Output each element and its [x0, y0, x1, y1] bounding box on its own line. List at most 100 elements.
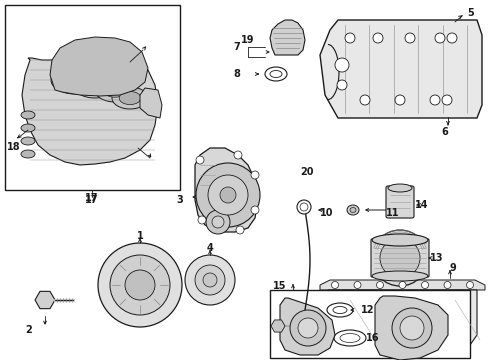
Circle shape: [196, 163, 260, 227]
Text: 18: 18: [7, 142, 21, 152]
Circle shape: [345, 33, 354, 43]
Text: 8: 8: [233, 69, 240, 79]
Circle shape: [376, 282, 383, 288]
Ellipse shape: [51, 66, 99, 94]
Polygon shape: [140, 88, 162, 118]
Circle shape: [207, 175, 247, 215]
Ellipse shape: [346, 205, 358, 215]
Text: 17: 17: [85, 193, 99, 203]
Circle shape: [394, 95, 404, 105]
Polygon shape: [280, 298, 334, 355]
Ellipse shape: [21, 111, 35, 119]
Circle shape: [398, 282, 405, 288]
Ellipse shape: [21, 124, 35, 132]
Circle shape: [466, 282, 472, 288]
Polygon shape: [269, 20, 305, 55]
Ellipse shape: [95, 78, 135, 102]
Text: 5: 5: [467, 8, 473, 18]
Circle shape: [334, 58, 348, 72]
Text: 14: 14: [414, 200, 428, 210]
Circle shape: [379, 238, 419, 278]
Ellipse shape: [371, 234, 427, 246]
Text: 6: 6: [441, 127, 447, 137]
Text: 3: 3: [176, 195, 183, 205]
Text: 12: 12: [361, 305, 374, 315]
Ellipse shape: [21, 150, 35, 158]
Circle shape: [234, 151, 242, 159]
Polygon shape: [327, 290, 476, 345]
Text: 2: 2: [25, 325, 32, 335]
Ellipse shape: [103, 83, 127, 97]
Text: 4: 4: [206, 243, 213, 253]
Circle shape: [429, 95, 439, 105]
Ellipse shape: [119, 91, 141, 105]
Text: 17: 17: [85, 195, 99, 205]
Circle shape: [250, 206, 259, 214]
Polygon shape: [270, 320, 285, 332]
Text: 7: 7: [233, 42, 240, 52]
Circle shape: [289, 310, 325, 346]
Circle shape: [446, 33, 456, 43]
Text: 16: 16: [366, 333, 379, 343]
Circle shape: [110, 255, 170, 315]
FancyBboxPatch shape: [385, 186, 413, 218]
Ellipse shape: [371, 271, 427, 281]
Text: 15: 15: [273, 281, 286, 291]
Circle shape: [205, 210, 229, 234]
Polygon shape: [319, 280, 484, 290]
Text: 13: 13: [429, 253, 443, 263]
Circle shape: [404, 33, 414, 43]
Circle shape: [372, 33, 382, 43]
Circle shape: [359, 95, 369, 105]
Circle shape: [198, 216, 205, 224]
Text: 20: 20: [300, 167, 313, 177]
Ellipse shape: [333, 330, 365, 346]
Polygon shape: [50, 37, 148, 96]
Polygon shape: [374, 296, 447, 360]
FancyBboxPatch shape: [269, 290, 469, 358]
Text: 9: 9: [448, 263, 455, 273]
Ellipse shape: [349, 207, 355, 212]
Polygon shape: [22, 52, 158, 165]
Ellipse shape: [387, 184, 411, 192]
Circle shape: [196, 156, 203, 164]
Text: 11: 11: [386, 208, 399, 218]
Text: 1: 1: [136, 231, 143, 241]
Polygon shape: [35, 291, 55, 309]
FancyBboxPatch shape: [370, 239, 428, 277]
Ellipse shape: [332, 306, 346, 314]
Ellipse shape: [73, 72, 117, 98]
Polygon shape: [195, 148, 258, 232]
Ellipse shape: [326, 303, 352, 317]
Ellipse shape: [339, 333, 359, 342]
Circle shape: [236, 226, 244, 234]
Ellipse shape: [81, 77, 108, 93]
Circle shape: [297, 318, 317, 338]
Circle shape: [353, 282, 360, 288]
Ellipse shape: [21, 137, 35, 145]
Circle shape: [250, 171, 259, 179]
Circle shape: [296, 200, 310, 214]
Circle shape: [391, 308, 431, 348]
Circle shape: [203, 273, 217, 287]
Circle shape: [421, 282, 427, 288]
Circle shape: [220, 187, 236, 203]
Ellipse shape: [264, 67, 286, 81]
Circle shape: [443, 282, 450, 288]
Circle shape: [125, 270, 155, 300]
Ellipse shape: [269, 71, 282, 77]
Circle shape: [195, 265, 224, 295]
Circle shape: [299, 203, 307, 211]
Circle shape: [184, 255, 235, 305]
Circle shape: [399, 316, 423, 340]
Circle shape: [371, 230, 427, 286]
Circle shape: [441, 95, 451, 105]
Ellipse shape: [61, 72, 89, 89]
Ellipse shape: [112, 87, 148, 109]
Polygon shape: [319, 20, 481, 118]
Text: 10: 10: [320, 208, 333, 218]
Circle shape: [434, 33, 444, 43]
Text: 19: 19: [241, 35, 254, 45]
FancyBboxPatch shape: [5, 5, 180, 190]
Circle shape: [331, 282, 338, 288]
